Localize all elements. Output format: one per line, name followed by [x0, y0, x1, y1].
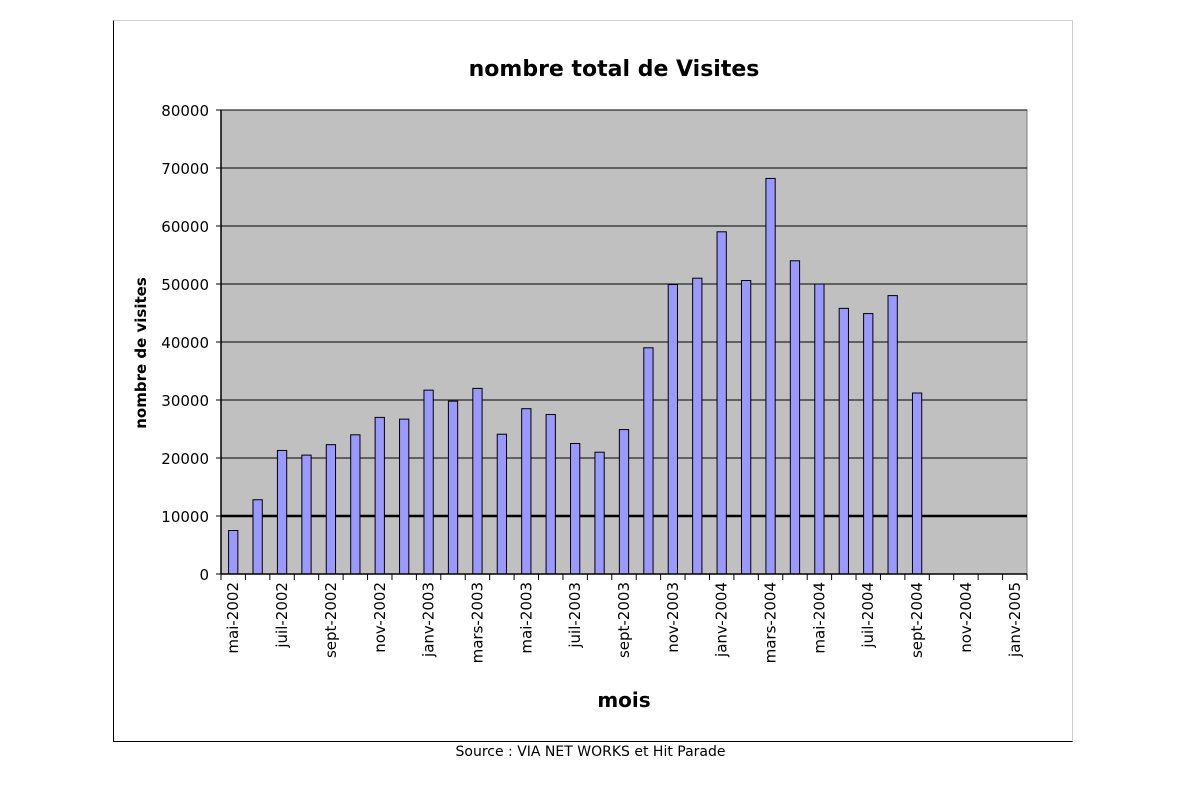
bar: [863, 313, 874, 575]
x-tick-label: janv-2005: [1006, 582, 1024, 658]
plot-area: 0 10000 20000 30000 40000 50000 60000 70000 8000…: [161, 102, 1028, 663]
x-tick-label: juil-2002: [273, 582, 291, 649]
x-tick-label: nov-2004: [957, 582, 975, 653]
x-tick-label: mai-2002: [224, 582, 242, 654]
bar: [765, 177, 776, 575]
x-axis-label: mois: [597, 688, 650, 712]
chart-frame: nombre total de Visites nombre de visite…: [113, 20, 1073, 742]
x-tick-label: mars-2004: [762, 582, 780, 663]
bar: [545, 414, 556, 575]
chart-title: nombre total de Visites: [469, 57, 760, 82]
bar: [594, 451, 605, 575]
bar: [618, 429, 630, 575]
x-tick-label: janv-2003: [420, 582, 438, 658]
x-tick-label: nov-2002: [371, 582, 389, 653]
y-tick-label: 10000: [161, 508, 209, 526]
x-tick-label: mai-2003: [517, 582, 535, 654]
x-tick-label: sept-2002: [322, 582, 340, 658]
x-tick-label: sept-2004: [908, 582, 926, 658]
y-axis-label: nombre de visites: [132, 277, 150, 429]
y-tick-label: 60000: [161, 218, 209, 236]
bar: [423, 389, 434, 575]
bar: [789, 260, 801, 575]
bar: [643, 347, 654, 575]
y-tick-label: 40000: [161, 334, 209, 352]
x-tick-label: juil-2003: [566, 582, 584, 649]
bar: [521, 408, 532, 575]
y-tick-label: 0: [199, 566, 209, 584]
bar: [374, 416, 385, 575]
bar: [496, 433, 508, 575]
x-tick-label: nov-2003: [664, 582, 682, 653]
x-tick-label: juil-2004: [859, 582, 877, 649]
bar: [350, 434, 361, 575]
bar: [814, 283, 825, 575]
bar: [740, 280, 752, 575]
bar: [911, 392, 923, 575]
y-tick-label: 30000: [161, 392, 209, 410]
bar: [252, 499, 263, 575]
bar: [887, 295, 898, 575]
y-tick-label: 70000: [161, 160, 209, 178]
x-tick-label: mai-2004: [810, 582, 828, 654]
y-tick-label: 80000: [161, 102, 209, 120]
bar: [472, 387, 483, 575]
source-caption: Source : VIA NET WORKS et Hit Parade: [455, 744, 726, 760]
bar: [716, 231, 727, 575]
chart-svg: nombre total de Visites nombre de visite…: [132, 57, 1028, 712]
bar: [228, 530, 239, 575]
y-tick-label: 20000: [161, 450, 209, 468]
bar: [301, 454, 312, 575]
x-tick-label: sept-2003: [615, 582, 633, 658]
x-tick-label: janv-2004: [713, 582, 731, 658]
bar: [399, 418, 410, 575]
bar: [838, 307, 849, 575]
bar: [447, 400, 459, 575]
bar: [667, 284, 678, 575]
x-tick-label: mars-2003: [468, 582, 486, 663]
bar: [325, 444, 337, 575]
bar: [276, 449, 288, 575]
bar: [570, 443, 581, 575]
y-tick-label: 50000: [161, 276, 209, 294]
bar: [692, 277, 703, 575]
